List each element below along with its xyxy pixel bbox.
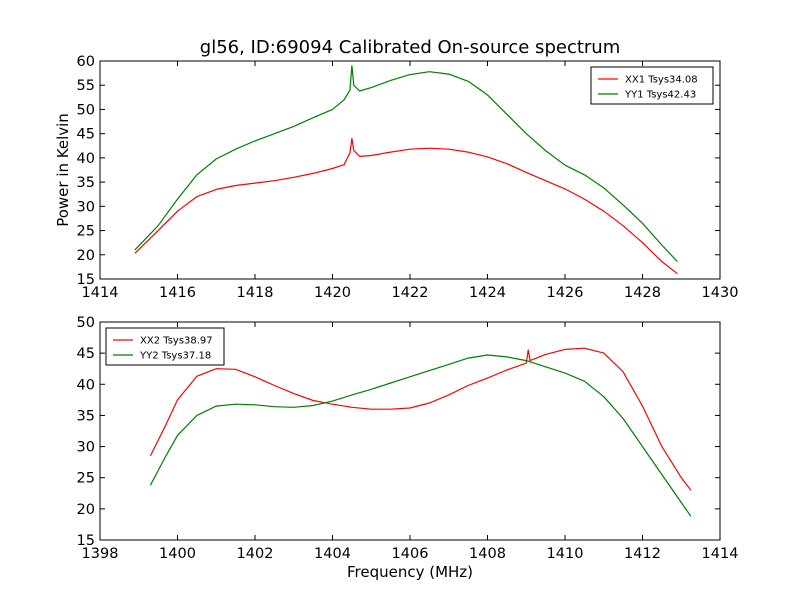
y-tick-label: 25 — [77, 224, 95, 240]
x-tick-label: 1402 — [237, 546, 274, 562]
y-tick-label: 15 — [77, 272, 95, 288]
x-tick-label: 1426 — [547, 285, 584, 301]
x-tick-label: 1420 — [314, 285, 351, 301]
x-tick-label: 1412 — [624, 546, 661, 562]
y-tick-label: 60 — [77, 54, 95, 70]
y-tick-label: 30 — [77, 199, 95, 215]
x-axis-label: Frequency (MHz) — [347, 563, 473, 581]
legend-label-2: YY1 Tsys42.43 — [624, 90, 696, 101]
x-tick-label: 1406 — [392, 546, 429, 562]
y-tick-label: 45 — [77, 346, 95, 362]
legend-label-1: XX2 Tsys38.97 — [140, 336, 213, 347]
series-line-1-1 — [134, 137, 678, 275]
x-tick-label: 1404 — [314, 546, 351, 562]
legend: XX1 Tsys34.08 YY1 Tsys42.43 — [590, 66, 714, 105]
y-tick-label: 50 — [77, 315, 95, 331]
bottom-panel: 1398 1400 1402 1404 1406 1408 1410 1412 1414 15 20… — [77, 315, 739, 562]
x-tick-label: 1422 — [392, 285, 429, 301]
chart-title: gl56, ID:69094 Calibrated On-source spec… — [200, 37, 620, 58]
x-tick-label: 1418 — [237, 285, 274, 301]
legend-box — [590, 66, 714, 105]
legend: XX2 Tsys38.97 YY2 Tsys37.18 — [105, 327, 225, 366]
series-line-1-2 — [134, 65, 678, 263]
x-tick-label: 1414 — [702, 546, 739, 562]
x-tick-label: 1408 — [469, 546, 506, 562]
y-tick-label: 50 — [77, 102, 95, 118]
legend-label-1: XX1 Tsys34.08 — [625, 75, 698, 86]
y-tick-label: 40 — [77, 151, 95, 167]
x-tick-label: 1428 — [624, 285, 661, 301]
y-tick-label: 20 — [77, 248, 95, 264]
series-line-2-1 — [149, 347, 692, 491]
x-tick-label: 1400 — [159, 546, 196, 562]
y-tick-label: 35 — [77, 175, 95, 191]
y-tick-label: 20 — [77, 502, 95, 518]
x-tick-label: 1414 — [82, 285, 119, 301]
y-tick-label: 25 — [77, 471, 95, 487]
y-tick-label: 40 — [77, 377, 95, 393]
legend-label-2: YY2 Tsys37.18 — [139, 351, 211, 362]
y-axis-label: Power in Kelvin — [54, 113, 72, 227]
legend-box — [105, 327, 225, 366]
x-tick-label: 1430 — [702, 285, 739, 301]
y-tick-label: 45 — [77, 127, 95, 143]
y-tick-label: 35 — [77, 408, 95, 424]
y-tick-label: 15 — [77, 533, 95, 549]
y-tick-label: 55 — [77, 78, 95, 94]
top-panel: 1414 1416 1418 1420 1422 1424 1426 1428 1430 15 20… — [77, 54, 739, 301]
x-tick-label: 1424 — [469, 285, 506, 301]
x-tick-label: 1398 — [82, 546, 119, 562]
series-line-2-2 — [149, 354, 692, 517]
x-tick-label: 1410 — [547, 546, 584, 562]
x-tick-label: 1416 — [159, 285, 196, 301]
y-tick-label: 30 — [77, 440, 95, 456]
